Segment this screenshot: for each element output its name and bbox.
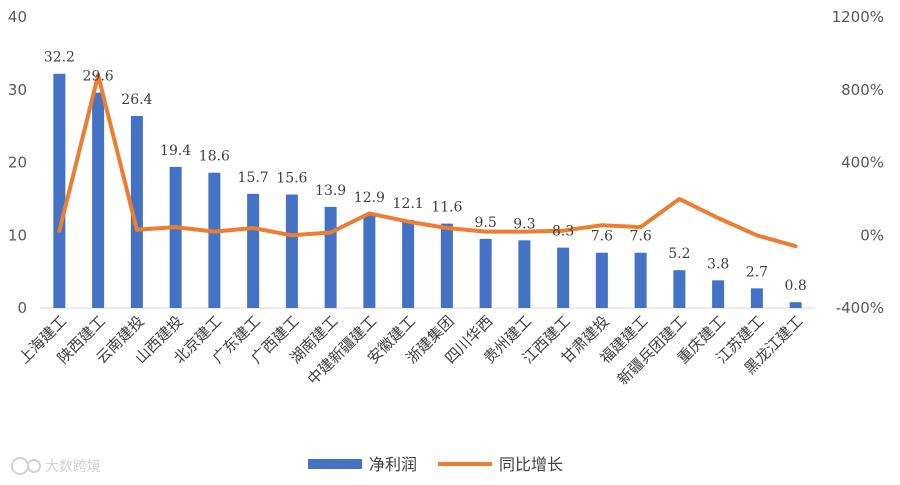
line-point (290, 233, 294, 237)
bar-data-label: 0.8 (784, 278, 806, 294)
line-point (600, 223, 604, 227)
bar-data-label: 18.6 (199, 149, 230, 165)
x-axis-categories: 上海建工陕西建工云南建投山西建投北京建工广东建工广西建工湖南建工中建新疆建工安徽… (15, 312, 806, 388)
bar-data-label: 12.9 (354, 190, 385, 206)
line-point (561, 229, 565, 233)
line-point (677, 197, 681, 201)
bar (634, 252, 647, 308)
bar (247, 193, 260, 308)
bar-data-label: 12.1 (393, 196, 424, 212)
line-point (716, 216, 720, 220)
right-axis-tick-label: -400% (836, 299, 884, 317)
line-point (251, 226, 255, 230)
bar (440, 223, 453, 308)
bar (673, 270, 686, 308)
line-point (57, 229, 61, 233)
yoy-growth-line (57, 73, 798, 249)
bar-data-label: 7.6 (629, 229, 651, 245)
left-axis-tick-label: 30 (8, 81, 27, 99)
legend-swatch-net-profit (308, 459, 362, 469)
bar (285, 194, 298, 308)
right-axis-tick-label: 0% (860, 226, 884, 244)
bar (479, 238, 492, 308)
line-point (794, 244, 798, 248)
left-axis-tick-label: 40 (8, 8, 27, 26)
bar (363, 214, 376, 308)
left-axis-tick-label: 0 (17, 299, 27, 317)
bar (53, 73, 66, 309)
dashujukuajing-logo-icon (11, 457, 41, 475)
line-point (329, 231, 333, 235)
bar (789, 302, 802, 308)
bar (402, 219, 415, 308)
line-point (174, 225, 178, 229)
right-axis-tick-label: 1200% (832, 8, 884, 26)
bar-data-label: 3.8 (707, 256, 729, 272)
bar-data-label: 19.4 (160, 143, 191, 159)
bar-data-label: 5.2 (668, 246, 690, 262)
legend: 净利润 同比增长 (308, 455, 563, 474)
line-point (445, 226, 449, 230)
bar (208, 172, 221, 308)
bar-data-label: 13.9 (315, 183, 346, 199)
bar (130, 115, 143, 308)
bar-data-label: 26.4 (121, 92, 152, 108)
line-point (96, 73, 100, 77)
bar-data-label: 2.7 (746, 264, 768, 280)
bar-data-label: 9.5 (474, 215, 496, 231)
bar-data-label: 29.6 (83, 69, 114, 85)
left-y-axis: 0 10 20 30 40 (8, 8, 27, 317)
watermark-text: 大数跨境 (45, 459, 101, 475)
line-point (484, 230, 488, 234)
bar (557, 247, 570, 308)
bar-data-label: 15.7 (238, 170, 269, 186)
left-axis-tick-label: 20 (8, 154, 27, 172)
right-axis-tick-label: 400% (841, 154, 884, 172)
line-point (755, 233, 759, 237)
bar (169, 166, 182, 308)
bar-data-label: 7.6 (591, 229, 613, 245)
bar (712, 280, 725, 308)
legend-label-yoy-growth: 同比增长 (499, 455, 563, 474)
bar-data-label: 8.3 (552, 224, 574, 240)
bar (324, 206, 337, 308)
watermark: 大数跨境 (11, 457, 101, 475)
line-point (367, 211, 371, 215)
bar-data-label: 9.3 (513, 216, 535, 232)
legend-label-net-profit: 净利润 (369, 455, 417, 474)
line-series-yoy-growth (57, 73, 798, 249)
bar (750, 288, 763, 308)
right-axis-tick-label: 800% (841, 81, 884, 99)
line-point (522, 230, 526, 234)
line-point (406, 220, 410, 224)
bar-series-net-profit (53, 73, 802, 309)
left-axis-tick-label: 10 (8, 226, 27, 244)
bar-data-label: 15.6 (276, 171, 307, 187)
line-point (212, 230, 216, 234)
bar (518, 240, 531, 308)
bar-data-labels: 32.2 29.6 26.4 19.4 18.6 15.7 15.6 13.9 12.9 12.1… (44, 50, 807, 294)
bar (92, 92, 105, 308)
bar (595, 252, 608, 308)
line-point (135, 228, 139, 232)
bar-data-label: 32.2 (44, 50, 75, 66)
bar-data-label: 11.6 (431, 200, 462, 216)
line-point (639, 225, 643, 229)
right-y-axis: -400% 0% 400% 800% 1200% (832, 8, 884, 317)
